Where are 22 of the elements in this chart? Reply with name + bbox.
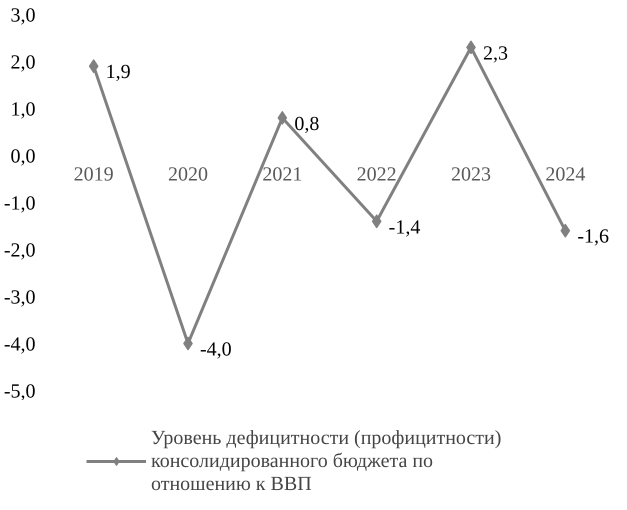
data-label: 2,3 (483, 42, 508, 64)
y-tick-label: 1,0 (10, 98, 36, 120)
y-tick-label: -4,0 (4, 334, 36, 356)
x-tick-label: 2022 (356, 164, 397, 186)
x-tick-label: 2021 (262, 164, 302, 186)
x-tick-label: 2019 (74, 164, 114, 186)
y-tick-label: 3,0 (10, 4, 36, 26)
data-label: 1,9 (106, 61, 131, 84)
data-label: -1,6 (577, 226, 610, 248)
y-tick-label: 2,0 (10, 52, 36, 74)
x-tick-label: 2020 (168, 164, 208, 186)
y-tick-label: -2,0 (4, 240, 36, 262)
point (183, 336, 193, 350)
y-tick-label: -3,0 (4, 286, 36, 308)
y-tick-label: -1,0 (4, 192, 36, 214)
x-tick-label: 2024 (545, 164, 586, 186)
legend-label: Уровень дефицитности (профицитности) консолидированного бюджета по отношению к ВВП (151, 426, 502, 496)
data-label: 0,8 (294, 112, 320, 135)
data-label: -4,0 (200, 338, 232, 360)
x-tick-label: 2023 (451, 164, 491, 186)
data-label: -1,4 (388, 216, 420, 238)
y-tick-label: 0,0 (10, 146, 36, 168)
